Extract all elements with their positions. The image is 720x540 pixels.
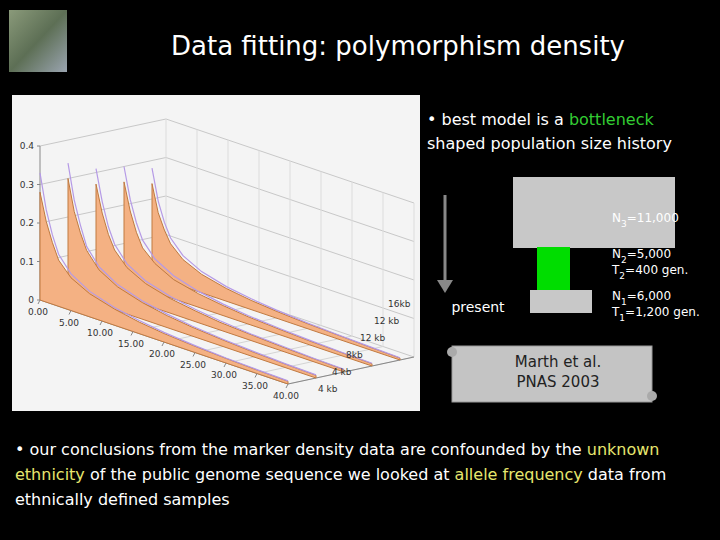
stage-label: T2=400 gen. (611, 263, 688, 281)
scroll-curl (447, 347, 457, 357)
y-tick-label: 0.1 (20, 257, 34, 267)
text: of the public genome sequence we looked … (85, 465, 455, 484)
x-tick-label: 5.00 (59, 318, 79, 328)
citation-line: PNAS 2003 (517, 373, 600, 391)
y-tick-label: 0.3 (20, 180, 34, 190)
depth-label: 4 kb (318, 384, 338, 394)
x-tick-label: 10.00 (87, 328, 113, 338)
tick (37, 146, 40, 147)
tick (193, 353, 195, 357)
x-tick-label: 35.00 (242, 381, 268, 391)
depth-label: 12 kb (360, 333, 386, 343)
bullet: • our conclusions from the marker densit… (15, 437, 705, 512)
fit-line (68, 163, 316, 375)
time-arrow (444, 195, 447, 282)
tick (286, 384, 288, 388)
label-part: N (612, 289, 621, 303)
label-part: N (612, 247, 621, 261)
x-tick-label: 30.00 (211, 370, 237, 380)
tick (224, 363, 226, 367)
slide-canvas: Data fitting: polymorphism density 0 0.1 0.… (0, 0, 720, 540)
x-tick-label: 25.00 (180, 360, 206, 370)
tick (162, 342, 164, 346)
text: • best model is a (427, 110, 569, 129)
axes (40, 146, 414, 384)
depth-label: 4 kb (332, 367, 352, 377)
slide: {"title": "Data fitting: polymorphism de… (0, 0, 720, 540)
tick (37, 223, 40, 224)
arrow-label: present (451, 299, 505, 315)
grid-line (197, 130, 198, 284)
tick (38, 300, 40, 304)
text: shaped population size history (427, 134, 672, 153)
label-part: =6,000 (627, 289, 671, 303)
text: • our conclusions from the marker densit… (15, 440, 587, 459)
plot-panel (12, 95, 420, 411)
tick (37, 184, 40, 185)
photo (9, 10, 67, 72)
stage-box (537, 247, 570, 291)
area-slice (40, 192, 288, 384)
citation-line: Marth et al. (515, 353, 601, 371)
x-tick-label: 20.00 (149, 349, 175, 359)
label-part: N (612, 211, 621, 225)
highlight: allele frequency (455, 465, 583, 484)
grid-line (288, 357, 414, 384)
tick (131, 332, 133, 336)
scroll-curl (647, 391, 657, 401)
stage-label: N3=11,000 (612, 211, 679, 229)
x-tick-label: 15.00 (118, 339, 144, 349)
tick (69, 311, 71, 315)
diagram: N3=11,000N2=5,000T2=400 gen.N1=6,000T1=1… (437, 177, 700, 323)
label-part: =11,000 (627, 211, 679, 225)
label-part: =1,200 gen. (625, 305, 700, 319)
y-tick-label: 0.4 (20, 141, 35, 151)
depth-axis (288, 357, 414, 384)
grid-line (228, 140, 229, 294)
title: Data fitting: polymorphism density (171, 31, 625, 61)
tick (255, 374, 257, 378)
tick-labels: 0 0.1 0.2 0.3 0.4 0.00 5.00 10.00 15.00 20.00 25.0… (20, 141, 411, 401)
depth-label: 12 kb (374, 316, 400, 326)
grid (40, 119, 414, 384)
arrow-head (437, 280, 453, 293)
citation: Marth et al. PNAS 2003 (447, 346, 657, 402)
label-part: =5,000 (627, 247, 671, 261)
x-tick-label: 40.00 (273, 391, 299, 401)
x-tick-label: 0.00 (28, 307, 48, 317)
label-part: =400 gen. (625, 263, 688, 277)
depth-label: 8kb (346, 350, 363, 360)
fit-line (40, 173, 288, 381)
grid-line (321, 172, 322, 326)
data-marks (40, 163, 400, 384)
y-tick-label: 0.2 (20, 218, 34, 228)
grid-line (259, 151, 260, 305)
stage-label: T1=1,200 gen. (611, 305, 700, 323)
bullet: • best model is a bottleneck shaped popu… (427, 108, 715, 156)
tick (100, 321, 102, 325)
grid-line (40, 158, 166, 185)
highlight: bottleneck (569, 110, 654, 129)
grid-line (414, 203, 415, 357)
scroll (452, 346, 652, 402)
grid-line (352, 182, 353, 336)
tick (37, 261, 40, 262)
depth-label: 16kb (388, 299, 411, 309)
stage-box (530, 290, 592, 313)
grid-line (290, 161, 291, 315)
grid-line (40, 119, 166, 146)
y-tick-label: 0 (28, 295, 34, 305)
